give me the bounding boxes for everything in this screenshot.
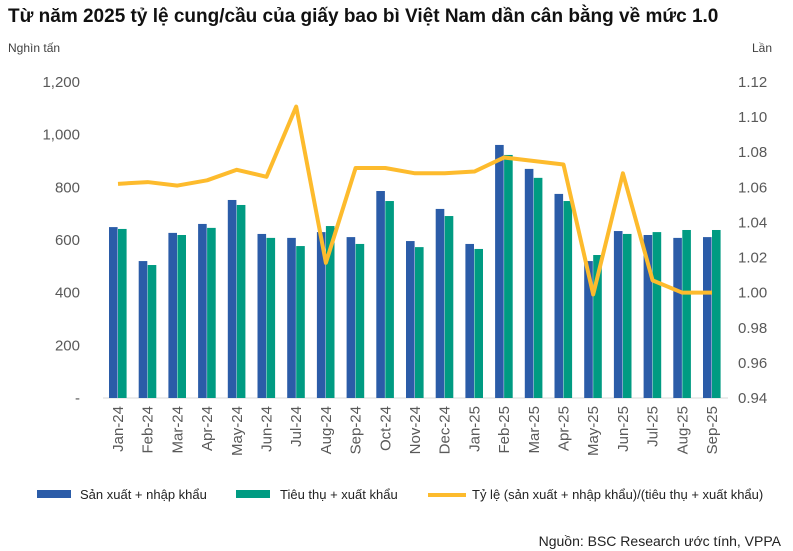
bar-supply (287, 237, 296, 398)
x-tick-label: May-25 (585, 406, 602, 456)
x-tick-label: Mar-24 (169, 406, 186, 454)
x-tick-label: Oct-24 (377, 406, 394, 451)
x-tick-label: Jun-24 (259, 406, 276, 452)
bar-demand (682, 229, 691, 398)
bar-demand (474, 248, 483, 398)
x-tick-label: Jul-25 (645, 406, 662, 447)
bar-supply (109, 227, 118, 398)
x-tick-label: Jan-24 (110, 406, 127, 452)
bar-demand (444, 216, 454, 398)
bar-supply (673, 237, 682, 398)
legend-label-demand: Tiêu thụ + xuất khẩu (280, 487, 398, 502)
bar-demand (415, 247, 424, 398)
y2-tick-label: 1.08 (738, 144, 767, 161)
y-tick-label: 200 (55, 337, 80, 354)
bar-supply (554, 193, 564, 398)
y-tick-label: 1,200 (42, 74, 80, 91)
bar-demand (563, 201, 573, 398)
bar-supply (643, 234, 653, 398)
bar-demand (177, 234, 186, 398)
bar-supply (584, 261, 593, 398)
y2-tick-label: 1.12 (738, 74, 767, 91)
x-tick-label: Apr-24 (199, 406, 216, 451)
bar-supply (227, 199, 237, 398)
x-tick-label: Jun-25 (615, 406, 632, 452)
bar-supply (524, 168, 534, 398)
x-tick-label: Feb-25 (496, 406, 513, 454)
legend-label-supply: Sản xuất + nhập khẩu (80, 487, 207, 502)
legend-label-ratio: Tỷ lệ (sản xuất + nhập khẩu)/(tiêu thụ +… (472, 487, 763, 502)
bar-demand (622, 233, 632, 398)
bar-supply (435, 208, 445, 398)
bar-demand (207, 227, 216, 398)
legend-swatch-supply (37, 490, 71, 498)
bar-supply (406, 241, 415, 398)
bar-supply (613, 231, 623, 398)
x-tick-label: Aug-25 (674, 406, 691, 454)
x-tick-label: May-24 (229, 406, 246, 456)
bar-demand (325, 226, 335, 398)
y-tick-label: 600 (55, 232, 80, 249)
y2-axis-label: Lần (752, 41, 772, 55)
x-tick-label: Mar-25 (526, 406, 543, 454)
bar-demand (593, 255, 602, 398)
y-tick-label: - (75, 390, 80, 407)
x-tick-label: Jul-24 (288, 406, 305, 447)
x-tick-label: Sep-25 (704, 406, 721, 454)
y2-tick-label: 0.98 (738, 320, 767, 337)
bar-supply (316, 232, 326, 398)
bar-demand (147, 265, 157, 398)
bar-demand (296, 246, 305, 398)
source-note: Nguồn: BSC Research ước tính, VPPA (538, 533, 781, 549)
chart-title: Từ năm 2025 tỷ lệ cung/cầu của giấy bao … (8, 6, 719, 27)
bar-supply (703, 237, 712, 398)
legend-swatch-demand (236, 490, 270, 498)
bar-demand (533, 177, 543, 398)
bar-demand (385, 201, 394, 398)
x-tick-label: Nov-24 (407, 406, 424, 454)
x-tick-label: Sep-24 (348, 406, 365, 454)
y2-tick-label: 1.06 (738, 179, 767, 196)
bar-demand (504, 154, 513, 398)
y-tick-label: 1,000 (42, 127, 80, 144)
bar-supply (376, 191, 385, 398)
y2-tick-label: 0.96 (738, 355, 767, 372)
y2-tick-label: 1.10 (738, 109, 767, 126)
bar-supply (257, 233, 267, 398)
bar-supply (198, 223, 207, 398)
bar-demand (712, 229, 721, 398)
bar-supply (465, 243, 474, 398)
bar-demand (652, 232, 662, 398)
y-tick-label: 400 (55, 285, 80, 302)
y2-tick-label: 0.94 (738, 390, 767, 407)
bar-demand (266, 237, 276, 398)
x-tick-label: Dec-24 (437, 406, 454, 454)
x-tick-label: Jan-25 (466, 406, 483, 452)
y-axis-label: Nghìn tấn (8, 41, 60, 55)
bar-demand (355, 243, 365, 398)
bar-demand (236, 204, 246, 398)
bar-demand (118, 228, 127, 398)
y2-tick-label: 1.00 (738, 285, 767, 302)
y-tick-label: 800 (55, 179, 80, 196)
x-tick-label: Apr-25 (556, 406, 573, 451)
x-tick-label: Aug-24 (318, 406, 335, 454)
x-tick-label: Feb-24 (140, 406, 157, 454)
bar-supply (495, 144, 504, 398)
bar-supply (346, 237, 356, 398)
y2-tick-label: 1.04 (738, 214, 767, 231)
y2-tick-label: 1.02 (738, 250, 767, 267)
bar-supply (168, 232, 177, 398)
bar-supply (138, 261, 148, 398)
